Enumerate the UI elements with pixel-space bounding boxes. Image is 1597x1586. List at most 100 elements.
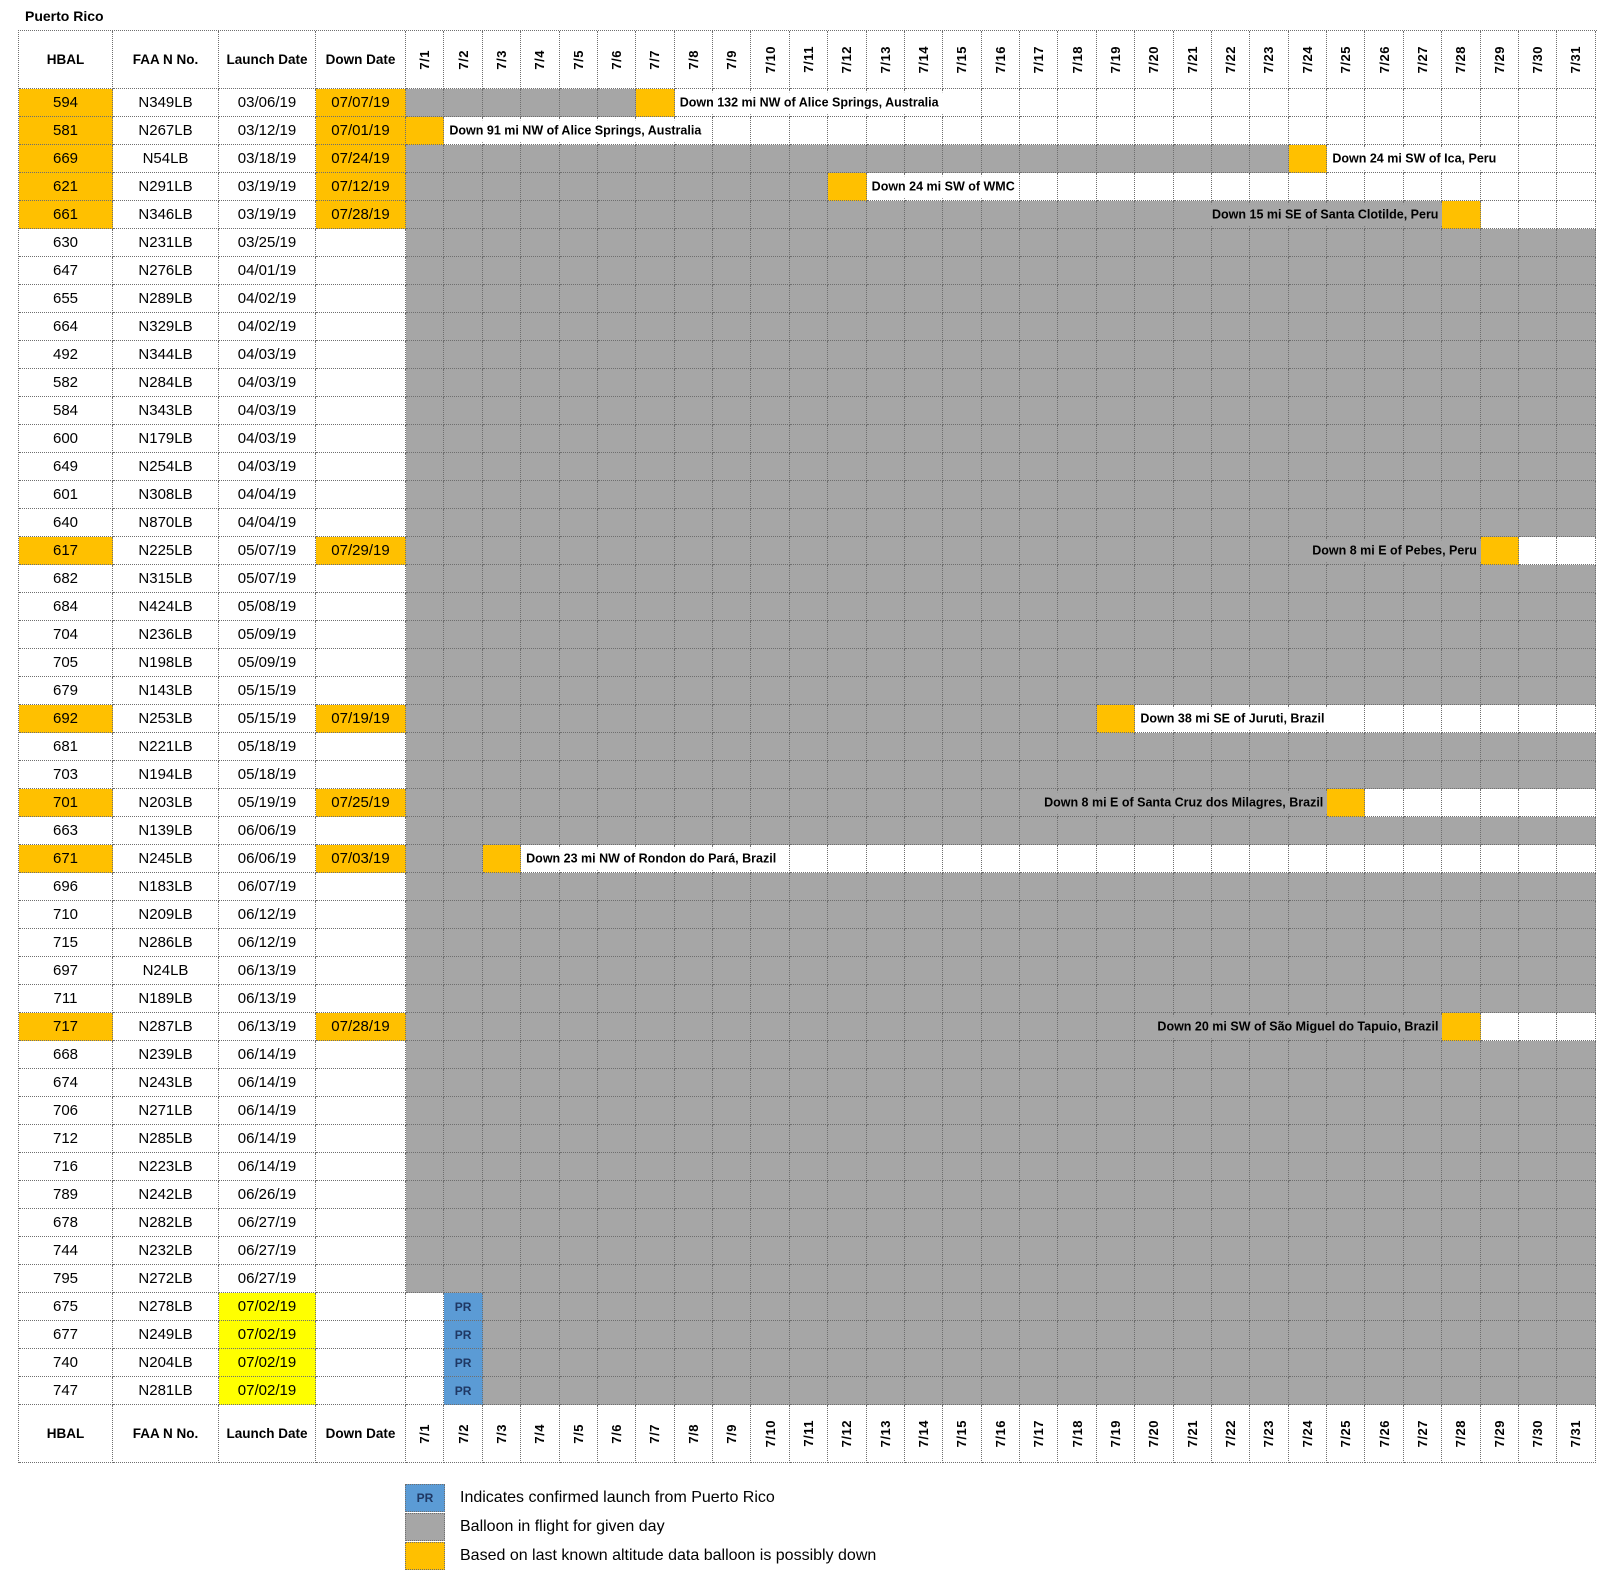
in-flight-cell: [521, 817, 560, 845]
faa-cell: N231LB: [113, 229, 219, 257]
in-flight-cell: [981, 957, 1020, 985]
in-flight-cell: [1211, 761, 1251, 789]
in-flight-cell: [1442, 1349, 1481, 1377]
in-flight-cell: [559, 957, 598, 985]
in-flight-cell: [1096, 1237, 1136, 1265]
in-flight-cell: [1518, 285, 1558, 313]
hbal-cell: 682: [19, 565, 113, 593]
in-flight-cell: [943, 873, 982, 901]
in-flight-cell: [1557, 257, 1596, 285]
day-header-label: 7/12: [839, 45, 855, 74]
in-flight-cell: [1135, 1209, 1174, 1237]
in-flight-cell: [1518, 677, 1558, 705]
in-flight-cell: [751, 341, 790, 369]
down-date-cell: [316, 1321, 406, 1349]
in-flight-cell: [1518, 1181, 1558, 1209]
in-flight-cell: [866, 761, 905, 789]
in-flight-cell: [713, 1265, 752, 1293]
in-flight-cell: [674, 1237, 713, 1265]
in-flight-cell: [1518, 509, 1558, 537]
in-flight-cell: [751, 1349, 790, 1377]
in-flight-cell: [444, 285, 483, 313]
in-flight-cell: [789, 1293, 829, 1321]
day-header-label: 7/27: [1414, 45, 1430, 74]
in-flight-cell: [828, 677, 867, 705]
col-header-faa: FAA N No.: [113, 31, 219, 89]
faa-cell: N179LB: [113, 425, 219, 453]
in-flight-cell: [597, 173, 637, 201]
in-flight-cell: [1020, 1377, 1059, 1405]
in-flight-cell: [521, 1097, 560, 1125]
in-flight-cell: [1020, 453, 1059, 481]
table-row: 492 N344LB 04/03/19: [19, 341, 1597, 369]
in-flight-cell: [1096, 257, 1136, 285]
col-header-hbal: HBAL: [19, 1405, 113, 1463]
in-flight-cell: [713, 761, 752, 789]
table-row: 671 N245LB 06/06/19 07/03/19 Down 23 mi NW o…: [19, 845, 1597, 873]
in-flight-cell: [828, 453, 867, 481]
in-flight-cell: [981, 257, 1020, 285]
in-flight-cell: [828, 817, 867, 845]
in-flight-cell: [444, 1265, 483, 1293]
in-flight-cell: [482, 1125, 522, 1153]
table-row: 715 N286LB 06/12/19: [19, 929, 1597, 957]
in-flight-cell: [597, 1041, 637, 1069]
in-flight-cell: [1557, 509, 1596, 537]
in-flight-cell: [1480, 873, 1519, 901]
in-flight-cell: [943, 985, 982, 1013]
in-flight-cell: [1096, 1321, 1136, 1349]
in-flight-cell: [866, 537, 905, 565]
in-flight-cell: [1288, 565, 1327, 593]
in-flight-cell: [1211, 1069, 1251, 1097]
in-flight-cell: [482, 1209, 522, 1237]
table-row: 681 N221LB 05/18/19: [19, 733, 1597, 761]
in-flight-cell: [1135, 1181, 1174, 1209]
in-flight-cell: [1020, 817, 1059, 845]
in-flight-cell: [713, 1041, 752, 1069]
in-flight-cell: [1135, 1041, 1174, 1069]
in-flight-cell: [406, 733, 445, 761]
in-flight-cell: [866, 1097, 905, 1125]
in-flight-cell: [406, 89, 445, 117]
launch-date-cell: 03/18/19: [219, 145, 316, 173]
day-cell: [1518, 145, 1558, 173]
in-flight-cell: [521, 229, 560, 257]
in-flight-cell: [1327, 341, 1366, 369]
in-flight-cell: [406, 481, 445, 509]
in-flight-cell: [1480, 285, 1519, 313]
in-flight-cell: [1288, 1377, 1327, 1405]
hbal-cell: 600: [19, 425, 113, 453]
in-flight-cell: [1327, 733, 1366, 761]
in-flight-cell: [1020, 1293, 1059, 1321]
in-flight-cell: [1403, 341, 1443, 369]
in-flight-cell: [1288, 1349, 1327, 1377]
in-flight-cell: [444, 201, 483, 229]
in-flight-cell: [1135, 313, 1174, 341]
pr-launch-cell: PR: [444, 1349, 483, 1377]
in-flight-cell: [1058, 1209, 1097, 1237]
in-flight-cell: [636, 733, 675, 761]
in-flight-cell: [1020, 621, 1059, 649]
in-flight-cell: [981, 201, 1020, 229]
day-header: 7/12: [828, 1405, 867, 1463]
table-row: 677 N249LB 07/02/19 PR: [19, 1321, 1597, 1349]
in-flight-cell: [981, 705, 1020, 733]
down-date-cell: [316, 509, 406, 537]
in-flight-cell: [1096, 985, 1136, 1013]
in-flight-cell: [597, 537, 637, 565]
launch-date-cell: 05/19/19: [219, 789, 316, 817]
hbal-cell: 674: [19, 1069, 113, 1097]
in-flight-cell: [559, 1041, 598, 1069]
in-flight-cell: [713, 1209, 752, 1237]
in-flight-cell: [828, 1237, 867, 1265]
in-flight-cell: [1096, 1097, 1136, 1125]
in-flight-cell: [1096, 1209, 1136, 1237]
in-flight-cell: [981, 285, 1020, 313]
in-flight-cell: [1020, 565, 1059, 593]
in-flight-cell: [1058, 705, 1097, 733]
in-flight-cell: [674, 1293, 713, 1321]
day-header: 7/28: [1442, 31, 1481, 89]
in-flight-cell: [1365, 1209, 1404, 1237]
in-flight-cell: [444, 1097, 483, 1125]
day-header: 7/11: [789, 31, 829, 89]
